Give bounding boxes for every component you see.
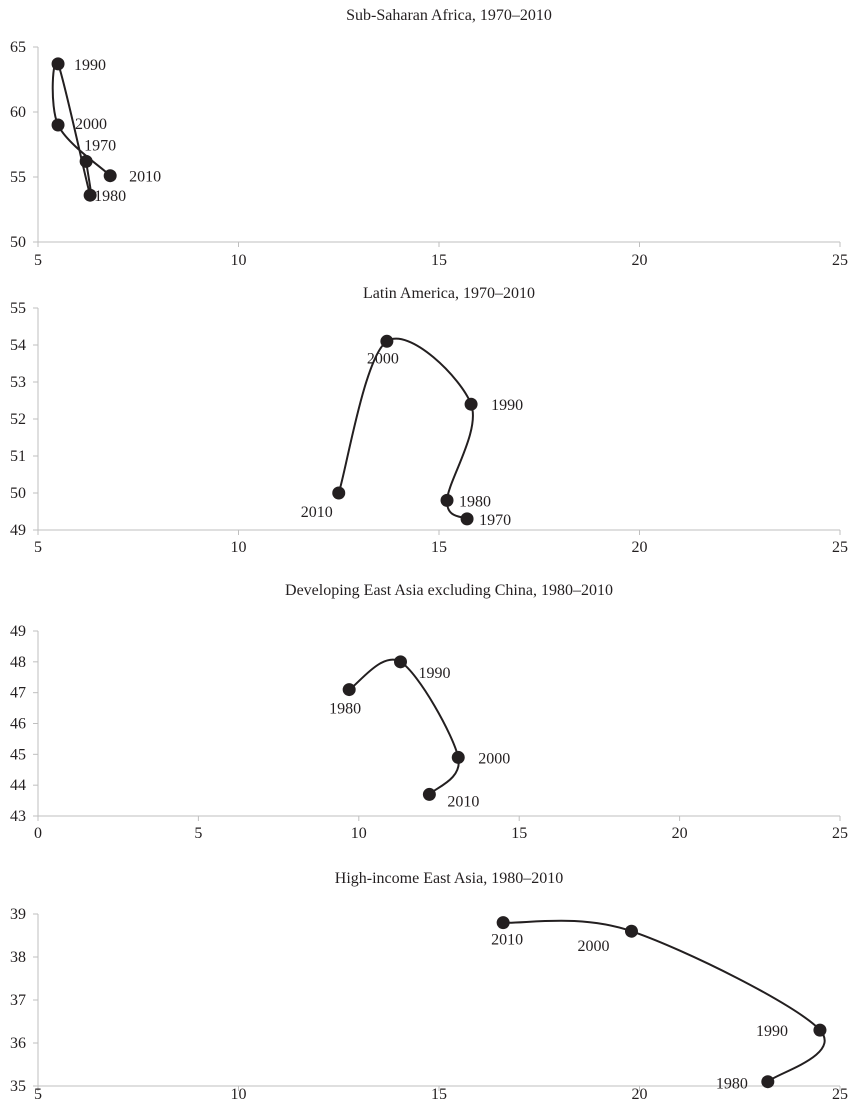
y-tick-label: 51: [10, 448, 26, 465]
series-line: [503, 919, 826, 1083]
data-label-2000: 2000: [75, 116, 107, 133]
x-tick-label: 5: [34, 252, 42, 269]
y-tick-label: 49: [10, 623, 26, 640]
data-point-1970: [460, 512, 474, 526]
x-tick-label: 15: [431, 252, 447, 269]
data-point-1980: [440, 493, 454, 507]
data-label-2000: 2000: [478, 750, 510, 767]
x-tick-label: 15: [511, 825, 527, 842]
y-tick-label: 49: [10, 522, 26, 539]
data-point-2010: [332, 486, 346, 500]
x-tick-label: 10: [351, 825, 367, 842]
data-point-1990: [464, 397, 478, 411]
y-tick-label: 46: [10, 716, 26, 733]
y-tick-label: 50: [10, 485, 26, 502]
chart-panel-2: Latin America, 1970–2010 5 10 15 20 25 49 50 51 5…: [10, 285, 848, 556]
data-label-1980: 1980: [716, 1076, 748, 1093]
y-tick-label: 36: [10, 1035, 26, 1052]
x-tick-label: 5: [194, 825, 202, 842]
data-label-1990: 1990: [419, 665, 451, 682]
x-tick-label: 25: [832, 1086, 848, 1101]
y-tick-label: 37: [10, 992, 26, 1009]
data-label-2010: 2010: [129, 169, 161, 186]
x-tick-label: 20: [632, 252, 648, 269]
data-label-1970: 1970: [84, 137, 116, 154]
series-line: [348, 658, 460, 796]
x-tick-label: 20: [632, 1086, 648, 1101]
y-tick-label: 48: [10, 654, 26, 671]
chart-panel-3: Developing East Asia excluding China, 19…: [10, 582, 848, 842]
data-label-1980: 1980: [329, 701, 361, 718]
x-tick-label: 20: [632, 539, 648, 556]
data-label-1990: 1990: [756, 1023, 788, 1040]
x-tick-label: 10: [231, 1086, 247, 1101]
y-tick-label: 55: [10, 169, 26, 186]
x-tick-label: 0: [34, 825, 42, 842]
y-tick-label: 38: [10, 949, 26, 966]
y-tick-label: 52: [10, 411, 26, 428]
data-point-1990: [394, 655, 408, 669]
data-point-2010: [496, 916, 510, 930]
chart-title: Developing East Asia excluding China, 19…: [285, 582, 613, 599]
x-tick-label: 15: [431, 539, 447, 556]
y-tick-label: 44: [10, 777, 26, 794]
data-point-2000: [380, 334, 394, 348]
x-tick-label: 20: [672, 825, 688, 842]
y-tick-label: 35: [10, 1078, 26, 1095]
y-tick-label: 45: [10, 746, 26, 763]
y-tick-label: 43: [10, 808, 26, 825]
x-tick-label: 15: [431, 1086, 447, 1101]
y-tick-label: 54: [10, 337, 26, 354]
data-point-1980: [342, 683, 356, 697]
x-tick-label: 10: [231, 252, 247, 269]
data-label-1980: 1980: [459, 493, 491, 510]
data-label-2000: 2000: [577, 938, 609, 955]
x-tick-label: 25: [832, 252, 848, 269]
y-tick-label: 60: [10, 104, 26, 121]
y-tick-label: 39: [10, 906, 26, 923]
y-tick-label: 55: [10, 300, 26, 317]
chart-panel-4: High-income East Asia, 1980–2010 5 10 15 20 2…: [10, 870, 848, 1101]
data-point-1980: [761, 1075, 775, 1089]
data-label-1990: 1990: [74, 57, 106, 74]
chart-title: Sub-Saharan Africa, 1970–2010: [346, 7, 552, 24]
chart-title: High-income East Asia, 1980–2010: [335, 870, 563, 887]
y-tick-label: 65: [10, 39, 26, 56]
data-label-1980: 1980: [94, 188, 126, 205]
data-label-2010: 2010: [491, 932, 523, 949]
x-tick-label: 5: [34, 1086, 42, 1101]
y-tick-label: 47: [10, 685, 26, 702]
x-tick-label: 25: [832, 539, 848, 556]
x-tick-label: 5: [34, 539, 42, 556]
data-label-2000: 2000: [367, 350, 399, 367]
data-point-1990: [51, 57, 65, 71]
y-tick-label: 53: [10, 374, 26, 391]
data-point-2010: [422, 787, 436, 801]
series-line: [337, 337, 474, 520]
data-label-1990: 1990: [491, 397, 523, 414]
data-point-2000: [51, 118, 65, 132]
data-label-2010: 2010: [301, 504, 333, 521]
data-point-1980: [83, 188, 97, 202]
chart-panel-1: Sub-Saharan Africa, 1970–2010 5 10 15 20 25 50…: [10, 7, 848, 269]
data-label-2010: 2010: [447, 793, 479, 810]
x-tick-label: 25: [832, 825, 848, 842]
data-point-1970: [79, 154, 93, 168]
x-tick-label: 10: [231, 539, 247, 556]
data-point-2000: [451, 750, 465, 764]
data-point-2000: [624, 924, 638, 938]
data-label-1970: 1970: [479, 512, 511, 529]
chart-title: Latin America, 1970–2010: [363, 285, 535, 302]
data-point-1990: [813, 1023, 827, 1037]
data-point-2010: [103, 169, 117, 183]
y-tick-label: 50: [10, 234, 26, 251]
